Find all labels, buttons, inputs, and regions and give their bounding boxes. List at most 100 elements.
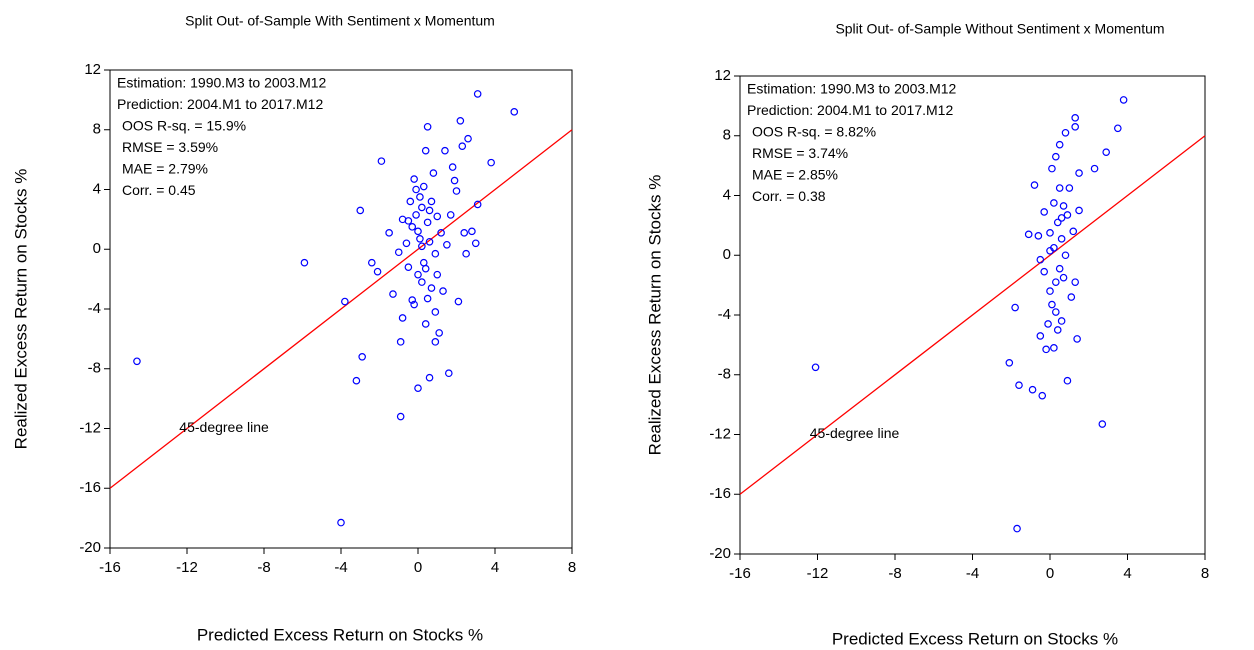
data-point bbox=[468, 227, 476, 236]
data-point bbox=[419, 182, 428, 191]
data-point bbox=[398, 314, 407, 322]
annotation: MAE = 2.85% bbox=[752, 167, 838, 183]
y-tick-label: 8 bbox=[723, 127, 731, 144]
x-axis-label: Predicted Excess Return on Stocks % bbox=[832, 629, 1118, 648]
y-tick-label: 12 bbox=[84, 61, 101, 78]
data-point bbox=[358, 352, 366, 361]
data-point bbox=[423, 218, 432, 227]
data-point bbox=[410, 300, 418, 309]
data-point bbox=[429, 169, 438, 177]
y-axis-label: Realized Excess Return on Stocks % bbox=[11, 169, 30, 450]
annotation: RMSE = 3.59% bbox=[122, 139, 218, 155]
x-tick-label: 8 bbox=[568, 559, 576, 576]
data-point bbox=[341, 297, 349, 306]
data-point bbox=[300, 258, 309, 267]
x-tick-label: -4 bbox=[966, 565, 979, 582]
data-point bbox=[433, 212, 442, 221]
data-point bbox=[389, 290, 397, 298]
reference-line bbox=[109, 129, 573, 489]
data-point bbox=[356, 206, 365, 215]
data-point bbox=[416, 193, 424, 201]
x-tick-label: -8 bbox=[257, 559, 270, 576]
y-axis-label: Realized Excess Return on Stocks % bbox=[645, 175, 664, 456]
data-point bbox=[404, 263, 413, 271]
x-tick-label: -16 bbox=[99, 559, 121, 576]
y-tick-label: 4 bbox=[723, 186, 731, 203]
data-point bbox=[473, 90, 482, 98]
data-point bbox=[1052, 308, 1060, 316]
data-point bbox=[1050, 344, 1058, 352]
data-point bbox=[396, 338, 405, 346]
data-point bbox=[423, 122, 432, 131]
x-tick-label: 0 bbox=[1046, 565, 1054, 582]
data-point bbox=[458, 142, 467, 150]
data-point bbox=[1046, 229, 1054, 237]
data-point bbox=[1048, 164, 1056, 173]
data-point bbox=[487, 158, 495, 167]
data-point bbox=[414, 227, 422, 236]
data-point bbox=[1059, 273, 1068, 282]
data-point bbox=[367, 258, 376, 267]
annotation: Prediction: 2004.M1 to 2017.M12 bbox=[117, 96, 323, 112]
data-point bbox=[421, 146, 430, 155]
data-point bbox=[1102, 148, 1110, 156]
annotation: RMSE = 3.74% bbox=[752, 145, 848, 161]
x-tick-label: -4 bbox=[334, 559, 347, 576]
data-point bbox=[446, 211, 455, 219]
data-point bbox=[1055, 184, 1064, 192]
y-tick-label: -20 bbox=[79, 539, 101, 556]
data-point bbox=[1036, 332, 1045, 340]
x-tick-label: 8 bbox=[1201, 565, 1209, 582]
data-point bbox=[133, 357, 141, 366]
data-point bbox=[1030, 181, 1039, 189]
data-point bbox=[1057, 214, 1066, 222]
data-point bbox=[1065, 184, 1074, 192]
data-point bbox=[1061, 251, 1070, 260]
y-tick-label: 8 bbox=[93, 121, 101, 138]
reference-line bbox=[739, 135, 1206, 495]
data-point bbox=[414, 270, 422, 279]
y-tick-label: -16 bbox=[709, 485, 731, 502]
data-point bbox=[1042, 345, 1050, 354]
y-tick-label: -8 bbox=[88, 360, 101, 377]
data-point bbox=[1098, 420, 1107, 428]
data-point bbox=[425, 237, 434, 246]
data-point bbox=[460, 229, 469, 237]
data-point bbox=[454, 297, 463, 306]
annotation: Prediction: 2004.M1 to 2017.M12 bbox=[747, 102, 953, 118]
x-tick-label: -12 bbox=[807, 565, 829, 582]
data-point bbox=[418, 203, 426, 212]
y-tick-label: 4 bbox=[93, 180, 101, 197]
chart-title: Split Out- of-Sample With Sentiment x Mo… bbox=[185, 13, 495, 29]
annotation: Corr. = 0.38 bbox=[752, 188, 826, 204]
y-tick-label: -4 bbox=[718, 306, 731, 323]
data-point bbox=[1059, 202, 1068, 210]
data-point bbox=[1050, 199, 1058, 207]
data-point bbox=[1055, 264, 1064, 273]
data-point bbox=[1024, 230, 1033, 239]
data-point bbox=[377, 157, 386, 165]
x-tick-label: 4 bbox=[491, 559, 499, 576]
data-point bbox=[441, 146, 449, 155]
data-point bbox=[412, 211, 420, 219]
y-tick-label: 0 bbox=[723, 246, 731, 263]
data-point bbox=[394, 248, 403, 257]
x-axis-label: Predicted Excess Return on Stocks % bbox=[197, 625, 483, 644]
data-point bbox=[1071, 278, 1079, 286]
y-tick-label: 0 bbox=[93, 240, 101, 257]
data-point bbox=[373, 267, 382, 276]
x-tick-label: -8 bbox=[888, 565, 901, 582]
data-point bbox=[408, 223, 417, 231]
data-point bbox=[1046, 246, 1054, 255]
data-point bbox=[433, 270, 442, 279]
data-point bbox=[1063, 211, 1072, 219]
data-point bbox=[456, 116, 465, 125]
data-point bbox=[452, 187, 461, 195]
data-point bbox=[1015, 381, 1023, 390]
data-point bbox=[404, 217, 413, 225]
line-label: 45-degree line bbox=[810, 425, 900, 441]
data-point bbox=[1052, 278, 1060, 286]
data-point bbox=[427, 197, 436, 206]
